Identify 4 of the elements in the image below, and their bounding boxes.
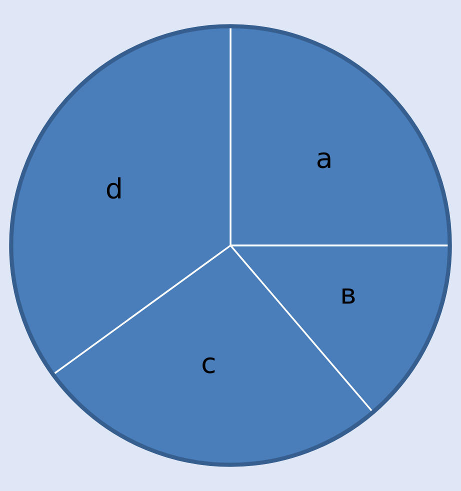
slice-label: c [202,357,215,374]
slice-label: d [106,177,120,199]
slice-label: a [317,152,330,168]
slice-label: в [342,288,355,304]
